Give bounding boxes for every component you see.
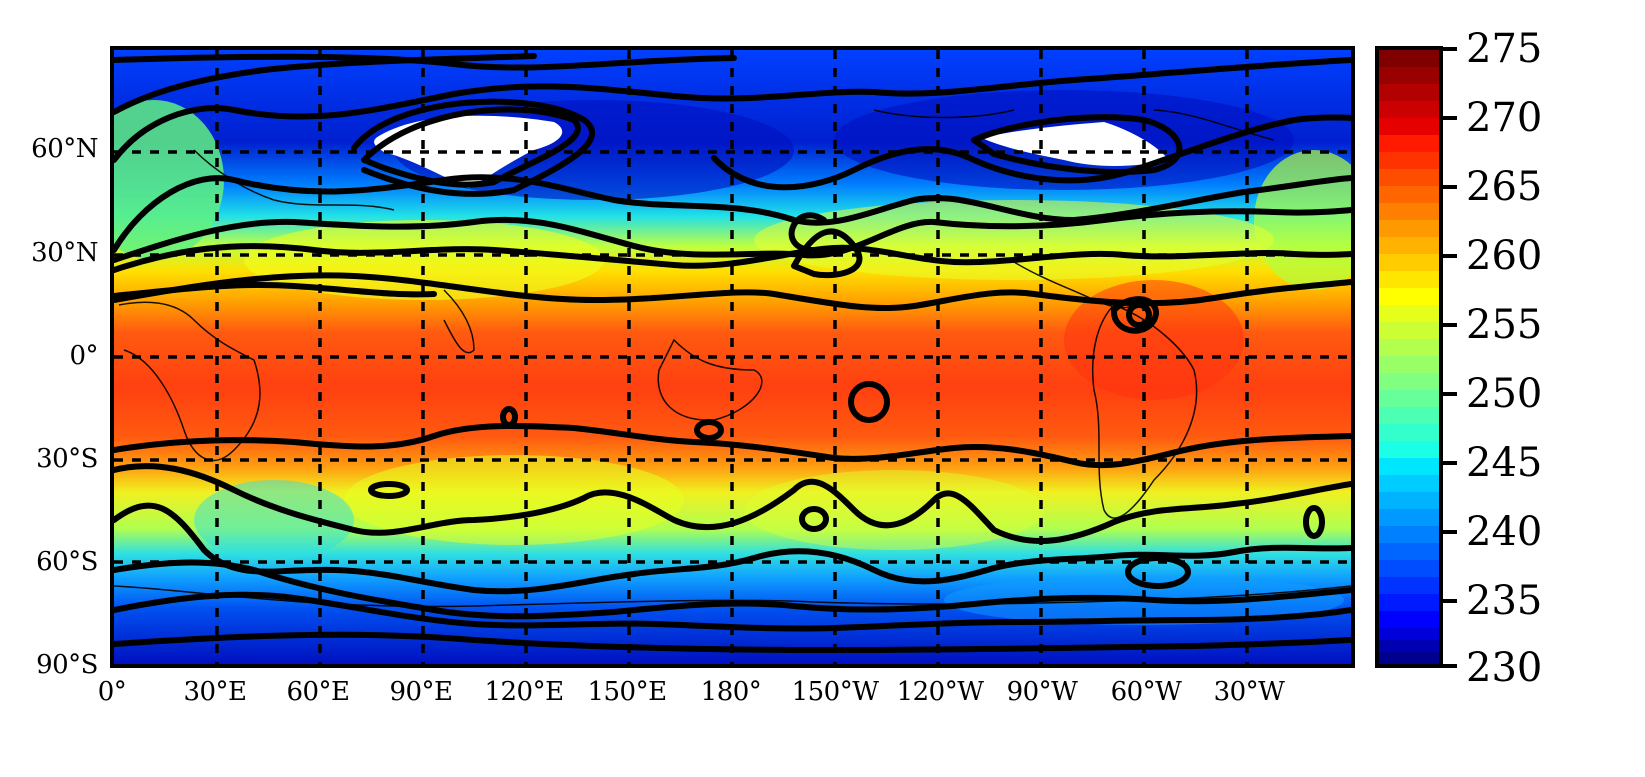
- x-tick-label-30e: 30°E: [183, 677, 247, 707]
- x-tick-label-60w: 60°W: [1110, 677, 1182, 707]
- y-tick-label-60n: 60°N: [31, 134, 98, 164]
- y-tick-label-30n: 30°N: [31, 238, 98, 268]
- y-tick-label-60s: 60°S: [36, 547, 98, 577]
- colorbar-label-250: 250: [1466, 371, 1543, 417]
- y-tick-label-30s: 30°S: [36, 444, 98, 474]
- colorbar-label-265: 265: [1466, 164, 1543, 210]
- colorbar-label-275: 275: [1466, 26, 1543, 72]
- temperature-field-map: [114, 50, 1351, 664]
- below-min-region-canada: [982, 122, 1169, 166]
- colorbar-label-245: 245: [1466, 440, 1543, 486]
- colorbar: [1375, 46, 1443, 668]
- y-tick-label-90s: 90°S: [36, 650, 98, 680]
- x-tick-label-90e: 90°E: [389, 677, 453, 707]
- x-tick-label-150e: 150°E: [587, 677, 667, 707]
- colorbar-tick: [1443, 47, 1457, 51]
- x-tick-label-150w: 150°W: [791, 677, 879, 707]
- colorbar-tick: [1443, 392, 1457, 396]
- colorbar-label-260: 260: [1466, 233, 1543, 279]
- x-tick-label-120e: 120°E: [484, 677, 564, 707]
- colorbar-tick: [1443, 323, 1457, 327]
- colorbar-levels: [1379, 50, 1439, 664]
- colorbar-label-270: 270: [1466, 95, 1543, 141]
- x-tick-label-30w: 30°W: [1213, 677, 1285, 707]
- x-tick-label-0: 0°: [97, 677, 127, 707]
- colorbar-tick: [1443, 664, 1457, 668]
- colorbar-label-235: 235: [1466, 578, 1543, 624]
- colorbar-label-240: 240: [1466, 509, 1543, 555]
- x-tick-label-180: 180°: [700, 677, 762, 707]
- x-tick-label-90w: 90°W: [1006, 677, 1078, 707]
- x-tick-label-120w: 120°W: [896, 677, 984, 707]
- below-min-region-siberia: [374, 115, 563, 188]
- colorbar-tick: [1443, 599, 1457, 603]
- graticule-grid: [114, 50, 1351, 664]
- colorbar-tick: [1443, 254, 1457, 258]
- colorbar-tick: [1443, 116, 1457, 120]
- map-plot-area: [110, 46, 1355, 668]
- colorbar-label-255: 255: [1466, 302, 1543, 348]
- colorbar-tick: [1443, 185, 1457, 189]
- y-tick-label-0: 0°: [69, 341, 98, 371]
- colorbar-tick: [1443, 530, 1457, 534]
- colorbar-tick: [1443, 461, 1457, 465]
- x-tick-label-60e: 60°E: [286, 677, 350, 707]
- coastlines: [114, 109, 1351, 608]
- colorbar-label-230: 230: [1466, 645, 1543, 691]
- colorbar-gradient: [1379, 50, 1439, 664]
